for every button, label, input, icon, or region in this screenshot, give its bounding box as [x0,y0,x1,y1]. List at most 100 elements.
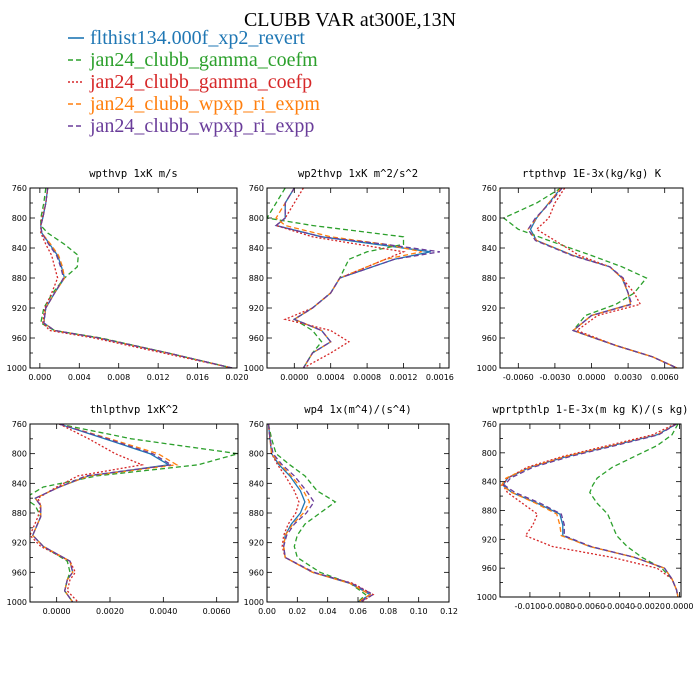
legend-label-4: jan24_clubb_wpxp_ri_expp [89,115,314,137]
series-line-4 [274,188,441,368]
series-line-3 [40,188,233,368]
x-tick-label: 0.0030 [614,373,642,382]
y-tick-label: 880 [482,507,497,516]
y-tick-label: 760 [249,420,264,429]
x-tick-label: 0.0004 [317,373,345,382]
legend-label-3: jan24_clubb_wpxp_ri_expm [89,93,320,115]
panel-3: thlpthvp 1xK^2 760 800 840 880 920 960 1000 0.00… [7,404,239,616]
panel-title: wpthvp 1xK m/s [89,168,178,180]
y-tick-label: 920 [12,539,27,548]
y-tick-label: 960 [249,334,264,343]
y-tick-label: 880 [12,274,27,283]
series-line-1 [502,188,678,368]
x-tick-label: 0.02 [288,607,306,616]
panel-0: wpthvp 1xK m/s76080084088092096010000.00… [7,168,249,382]
x-tick-label: -0.0060 [574,602,605,611]
x-tick-label: 0.0016 [426,373,454,382]
y-tick-label: 760 [482,420,497,429]
panel-title: wp4 1x(m^4)/(s^4) [304,404,411,416]
x-tick-label: -0.0020 [634,602,665,611]
legend-label-2: jan24_clubb_gamma_coefp [89,71,312,93]
panel-title: rtpthvp 1E-3x(kg/kg) K [522,168,662,180]
series-line-1 [30,424,238,602]
y-tick-label: 840 [482,478,497,487]
x-tick-label: 0.0012 [390,373,418,382]
y-tick-label: 880 [249,274,264,283]
x-tick-label: 0.12 [440,607,458,616]
series-line-1 [267,188,405,368]
series-line-4 [503,424,679,597]
panel-5: wprtpthlp 1-E-3x(m kg K)/(s kg) 760 800 840… [477,404,694,611]
y-tick-label: 800 [12,450,27,459]
series-line-0 [40,188,233,368]
y-tick-label: 840 [249,244,264,253]
plot-frame [266,187,450,369]
x-tick-label: -0.0060 [503,373,534,382]
y-tick-label: 760 [482,184,497,193]
x-tick-label: 0.004 [68,373,91,382]
x-tick-label: 0.0020 [96,607,124,616]
series-line-4 [31,424,174,602]
y-tick-label: 1000 [477,364,497,373]
y-tick-label: 920 [249,304,264,313]
plot-frame [29,187,238,369]
x-tick-label: -0.0100 [514,602,545,611]
y-tick-label: 840 [12,479,27,488]
y-tick-label: 1000 [7,364,27,373]
y-tick-label: 960 [12,334,27,343]
y-tick-label: 880 [12,509,27,518]
panel-title: wprtpthlp 1-E-3x(m kg K)/(s kg) [493,404,689,416]
plot-frame [499,187,684,369]
x-tick-label: 0.10 [410,607,428,616]
y-tick-label: 800 [249,450,264,459]
panel-title: thlpthvp 1xK^2 [90,404,179,416]
panel-title: wp2thvp 1xK m^2/s^2 [298,168,418,180]
x-tick-label: 0.0060 [203,607,231,616]
x-tick-label: 0.0000 [578,373,606,382]
y-tick-label: 960 [482,334,497,343]
y-tick-label: 1000 [477,593,497,602]
series-line-0 [267,424,372,602]
series-line-2 [535,188,678,368]
x-tick-label: -0.0030 [539,373,570,382]
legend: flthist134.000f_xp2_revert jan24_clubb_ga… [68,27,320,137]
y-tick-label: 920 [12,304,27,313]
legend-label-0: flthist134.000f_xp2_revert [90,27,305,49]
y-tick-label: 800 [12,214,27,223]
series-line-3 [267,424,372,602]
y-tick-label: 880 [482,274,497,283]
y-tick-label: 800 [249,214,264,223]
x-tick-label: 0.012 [147,373,170,382]
y-tick-label: 840 [12,244,27,253]
y-tick-label: 920 [482,304,497,313]
y-tick-label: 1000 [7,598,27,607]
x-tick-label: 0.04 [319,607,337,616]
series-line-1 [267,424,367,602]
series-line-3 [31,424,179,602]
y-tick-label: 1000 [244,598,264,607]
x-tick-label: 0.0040 [149,607,177,616]
series-line-3 [527,188,678,368]
y-tick-label: 960 [482,564,497,573]
y-tick-label: 1000 [244,364,264,373]
y-tick-label: 880 [249,509,264,518]
panel-2: rtpthvp 1E-3x(kg/kg) K 760 800 840 880 920 960… [477,168,684,382]
plot-frame [266,423,450,603]
x-tick-label: 0.000 [28,373,51,382]
x-tick-label: 0.016 [186,373,209,382]
x-tick-label: -0.0040 [604,602,635,611]
y-tick-label: 840 [249,479,264,488]
series-line-3 [500,424,679,597]
x-tick-label: 0.0060 [651,373,679,382]
x-tick-label: 0.020 [226,373,249,382]
y-tick-label: 960 [12,568,27,577]
series-line-4 [527,188,678,368]
series-line-2 [30,424,145,602]
panels: wpthvp 1xK m/s76080084088092096010000.00… [7,168,694,616]
y-tick-label: 920 [249,539,264,548]
y-tick-label: 840 [482,244,497,253]
x-tick-label: 0.008 [107,373,130,382]
x-tick-label: 0.0000 [666,602,694,611]
series-line-1 [40,188,233,368]
